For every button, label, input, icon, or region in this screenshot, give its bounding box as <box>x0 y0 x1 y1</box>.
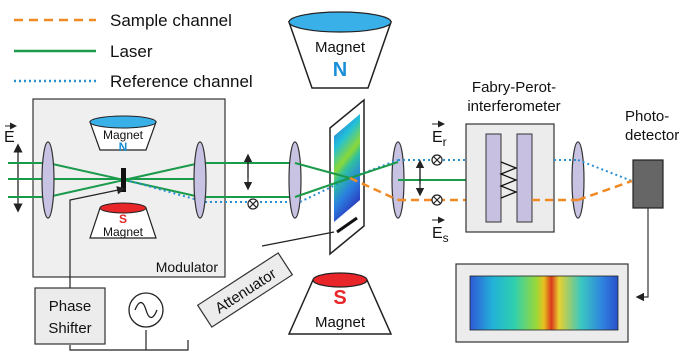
magnet-top-pole: N <box>333 59 347 81</box>
e-field-indicator: E <box>4 122 23 213</box>
legend: Sample channel Laser Reference channel <box>14 11 253 91</box>
modulator-label: Modulator <box>156 259 219 275</box>
phase-shifter-label-line2: Shifter <box>48 320 91 337</box>
legend-laser-label: Laser <box>110 42 153 61</box>
cross-polarization-marker-3 <box>431 194 443 206</box>
cross-polarization-marker-2 <box>431 154 443 166</box>
e-s-label: Es <box>432 225 449 245</box>
magnet-top: Magnet N <box>287 11 393 89</box>
lens-5 <box>571 141 585 219</box>
attenuator-slit <box>336 216 358 234</box>
photodetector: Photo- detector <box>625 108 679 209</box>
legend-sample-label: Sample channel <box>110 11 232 30</box>
output-spectrum <box>455 263 629 343</box>
photodetector-label-line2: detector <box>625 127 679 144</box>
magnet-small-bottom-label: Magnet <box>103 225 144 239</box>
phase-shifter-label-line1: Phase <box>49 298 92 315</box>
lens-1 <box>41 141 55 219</box>
fp-spring <box>499 161 518 199</box>
photodetector-label-line1: Photo- <box>625 108 669 125</box>
e-r-label: Er <box>432 129 447 149</box>
fp-label-line1: Fabry-Perot- <box>472 79 556 96</box>
phase-shifter: Phase Shifter <box>34 287 106 345</box>
magnet-bottom: S Magnet <box>287 272 393 335</box>
cross-polarization-marker-1 <box>247 198 259 210</box>
magnet-bottom-label: Magnet <box>315 314 366 331</box>
ac-source-icon <box>128 292 164 328</box>
e-field-label: E <box>4 129 15 146</box>
lens-2 <box>193 141 207 219</box>
modulator-crystal <box>121 168 126 192</box>
legend-reference-label: Reference channel <box>110 72 253 91</box>
fabry-perot-interferometer: Fabry-Perot- interferometer <box>465 79 561 233</box>
magnet-bottom-pole: S <box>333 287 346 309</box>
magnet-top-label: Magnet <box>315 39 366 56</box>
magnet-small-top-pole: N <box>119 140 128 154</box>
lens-3 <box>288 141 302 219</box>
magnet-small-bottom-pole: S <box>119 212 127 226</box>
control-wiring <box>69 186 335 351</box>
detector-output-line <box>635 208 649 302</box>
modulator-box: Modulator Magnet N S Magnet <box>32 98 226 278</box>
fp-label-line2: interferometer <box>467 98 560 115</box>
magnet-small-top-label: Magnet <box>103 128 144 142</box>
